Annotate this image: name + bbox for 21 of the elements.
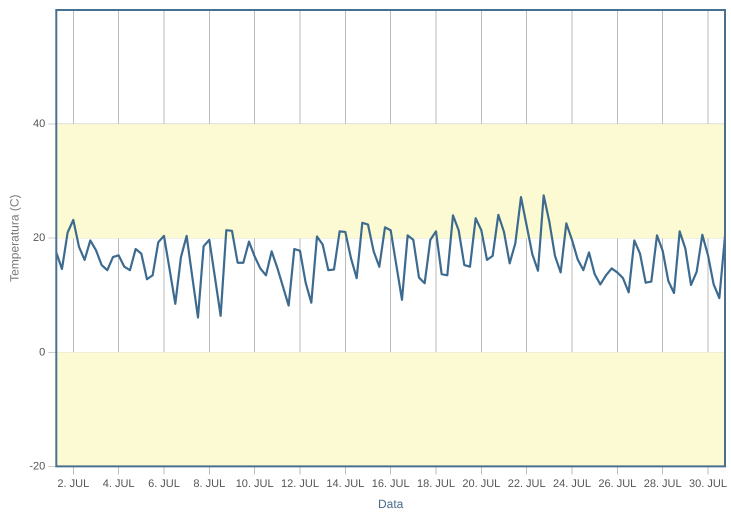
x-tick-label: 10. JUL (236, 478, 274, 490)
y-tick-label: 40 (33, 118, 46, 130)
x-axis-title: Data (378, 497, 404, 512)
x-tick-label: 30. JUL (689, 478, 727, 490)
x-tick-label: 6. JUL (148, 478, 180, 490)
x-tick-label: 26. JUL (598, 478, 636, 490)
x-tick-label: 2. JUL (57, 478, 90, 490)
x-tick-label: 16. JUL (372, 478, 410, 490)
y-tick-label: 20 (33, 232, 46, 244)
x-tick-label: 24. JUL (553, 478, 591, 490)
y-axis-title: Temperatura (C) (8, 194, 22, 282)
x-tick-label: 18. JUL (417, 478, 455, 490)
x-tick-label: 4. JUL (102, 478, 135, 490)
x-tick-label: 8. JUL (193, 478, 226, 490)
y-tick-label: 0 (39, 346, 46, 358)
y-tick-label: -20 (29, 460, 46, 472)
x-tick-label: 12. JUL (281, 478, 319, 490)
x-tick-label: 14. JUL (326, 478, 364, 490)
x-tick-label: 28. JUL (644, 478, 682, 490)
x-tick-label: 20. JUL (462, 478, 500, 490)
x-tick-label: 22. JUL (508, 478, 546, 490)
